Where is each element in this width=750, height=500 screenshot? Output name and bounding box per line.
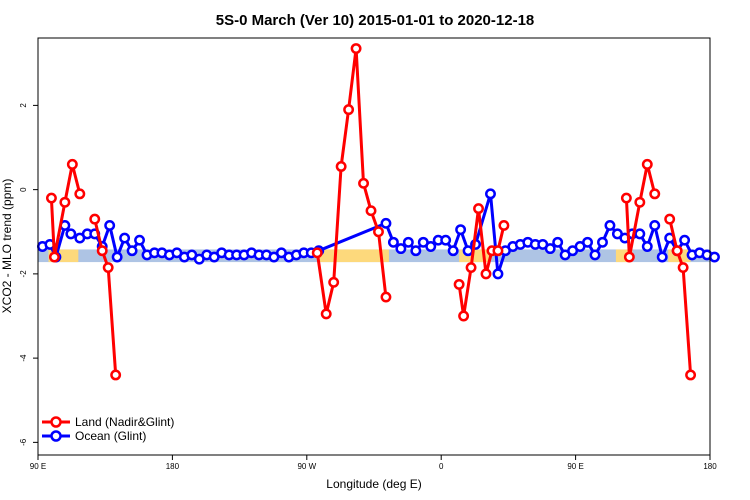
x-axis-label: Longitude (deg E) xyxy=(326,477,421,491)
ocean-point xyxy=(641,241,653,252)
land-point xyxy=(458,310,470,322)
ocean-point xyxy=(387,236,399,248)
ocean-point xyxy=(462,245,474,257)
land-point xyxy=(498,219,510,231)
land-point xyxy=(465,262,477,274)
ocean-point xyxy=(104,219,116,231)
ocean-point xyxy=(119,232,131,244)
land-point xyxy=(59,196,71,208)
y-axis-label: XCO2 - MLO trend (ppm) xyxy=(0,179,14,314)
ocean-point xyxy=(425,241,437,252)
ocean-point xyxy=(410,245,422,257)
land-line xyxy=(93,218,118,376)
ocean-point xyxy=(440,234,452,246)
ocean-point xyxy=(679,234,691,246)
x-tick-label: 90 E xyxy=(567,462,583,471)
series-layer xyxy=(37,43,720,381)
ocean-point xyxy=(589,249,601,261)
land-line xyxy=(49,162,82,259)
land-point xyxy=(343,104,355,116)
ocean-point xyxy=(709,251,720,263)
land-point xyxy=(671,245,683,257)
x-tick-label: 90 E xyxy=(30,462,46,471)
land-point xyxy=(320,308,332,320)
ocean-point xyxy=(380,217,392,229)
ocean-point xyxy=(485,188,496,200)
chart-title: 5S-0 March (Ver 10) 2015-01-01 to 2020-1… xyxy=(216,12,535,29)
ocean-point xyxy=(492,268,504,280)
land-point xyxy=(335,161,347,172)
band-highlight xyxy=(317,249,389,263)
land-point xyxy=(311,247,323,259)
legend-ocean-label: Ocean (Glint) xyxy=(75,429,146,443)
y-tick-label: -2 xyxy=(19,270,28,278)
ocean-point xyxy=(65,228,77,240)
ocean-point xyxy=(455,224,467,236)
x-axis: 90 E 180 90 W 0 90 E 180 xyxy=(30,455,717,471)
x-tick-label: 180 xyxy=(703,462,717,471)
land-point xyxy=(358,177,369,189)
ocean-point xyxy=(634,228,646,240)
legend-land-label: Land (Nadir&Glint) xyxy=(75,415,174,429)
legend: Land (Nadir&Glint) Ocean (Glint) xyxy=(42,415,174,443)
ocean-point xyxy=(552,236,564,248)
land-point xyxy=(480,268,492,280)
land-point xyxy=(89,213,101,225)
land-point xyxy=(350,43,362,54)
land-point xyxy=(373,226,384,238)
land-point xyxy=(641,158,653,170)
y-tick-label: -4 xyxy=(19,354,28,362)
land-point xyxy=(110,369,122,381)
x-tick-label: 90 W xyxy=(297,462,316,471)
ocean-point xyxy=(134,234,145,246)
ocean-point xyxy=(402,236,414,248)
land-point xyxy=(649,188,661,200)
land-point xyxy=(685,369,697,381)
land-point xyxy=(453,278,465,290)
land-point xyxy=(623,251,635,263)
land-point xyxy=(620,192,632,204)
land-point xyxy=(634,196,646,208)
x-tick-label: 180 xyxy=(166,462,180,471)
land-point xyxy=(677,262,689,274)
land-point xyxy=(473,203,484,215)
ocean-point xyxy=(126,245,138,257)
ocean-point xyxy=(597,236,608,248)
ocean-point xyxy=(395,243,407,255)
land-point xyxy=(365,205,377,217)
ocean-point xyxy=(582,236,593,248)
land-point xyxy=(664,213,676,225)
land-line xyxy=(315,47,388,316)
y-axis: -6 -4 -2 0 2 xyxy=(19,103,38,446)
x-tick-label: 0 xyxy=(439,462,444,471)
land-point xyxy=(492,245,504,257)
band-layer xyxy=(38,249,710,263)
y-tick-label: -6 xyxy=(19,438,28,446)
ocean-point xyxy=(604,219,616,231)
land-point xyxy=(66,158,78,170)
land-point xyxy=(48,251,60,263)
ocean-point xyxy=(656,251,668,263)
ocean-point xyxy=(649,219,661,231)
y-tick-label: 0 xyxy=(19,187,28,192)
land-point xyxy=(96,245,108,257)
land-point xyxy=(102,262,114,274)
land-point xyxy=(328,276,340,288)
ocean-point xyxy=(544,243,556,255)
legend-ocean-marker xyxy=(50,430,62,442)
y-tick-label: 2 xyxy=(19,103,28,108)
land-point xyxy=(45,192,57,204)
ocean-point xyxy=(111,251,123,263)
land-point xyxy=(74,188,86,200)
land-line xyxy=(668,218,693,376)
legend-land-marker xyxy=(50,416,62,428)
plot-frame xyxy=(37,37,711,456)
land-point xyxy=(380,291,392,303)
ocean-point xyxy=(447,245,459,257)
